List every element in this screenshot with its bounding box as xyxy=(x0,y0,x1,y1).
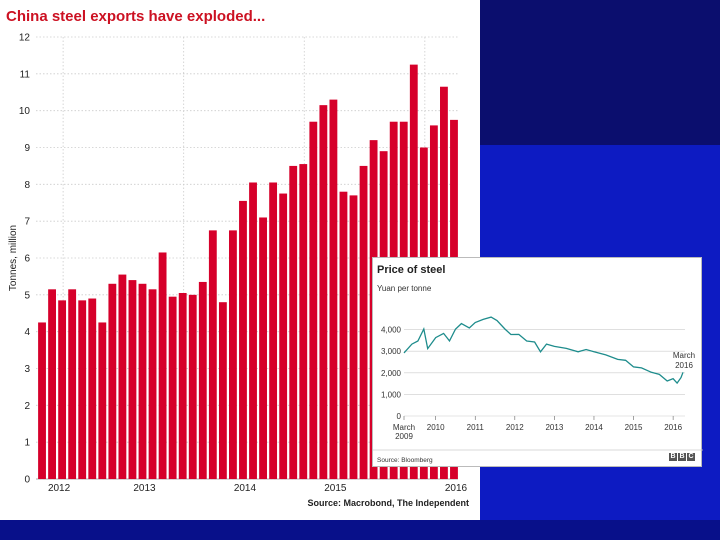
main-chart-ylabel: Tonnes, million xyxy=(8,225,19,291)
export-bar xyxy=(359,165,368,479)
export-bar xyxy=(218,302,227,479)
inset-xtick-label: 2012 xyxy=(506,423,524,432)
export-bar xyxy=(78,300,87,479)
export-bar xyxy=(88,298,97,479)
bbc-logo-b1: B xyxy=(669,453,677,461)
inset-xtick-label: 2011 xyxy=(467,423,485,432)
export-bar xyxy=(309,121,318,479)
inset-xtick-label: 2014 xyxy=(585,423,603,432)
export-bar xyxy=(168,296,177,479)
steel-price-chart: Price of steel Yuan per tonne 0 1,000 2,00… xyxy=(372,257,703,467)
main-chart-title: China steel exports have exploded... xyxy=(6,8,265,25)
export-bar xyxy=(329,99,338,479)
main-xtick-label: 2014 xyxy=(234,483,257,494)
main-ytick-label: 10 xyxy=(19,106,31,117)
inset-xtick-label: 2013 xyxy=(545,423,563,432)
export-bar xyxy=(58,300,67,479)
inset-chart-source: Source: Bloomberg xyxy=(377,457,433,464)
steel-price-chart-svg: Price of steel Yuan per tonne 0 1,000 2,00… xyxy=(373,264,703,464)
main-xtick-label: 2015 xyxy=(324,483,347,494)
bbc-logo-c: C xyxy=(687,453,695,461)
inset-annotation-line1: March xyxy=(673,351,695,360)
inset-xtick-label: 2015 xyxy=(625,423,643,432)
inset-xtick-label: 2016 xyxy=(664,423,682,432)
export-bar xyxy=(98,322,107,479)
main-ytick-label: 1 xyxy=(24,438,30,449)
export-bar xyxy=(48,289,56,479)
inset-ytick-label: 4,000 xyxy=(381,326,402,335)
export-bar xyxy=(339,191,348,479)
inset-ytick-label: 1,000 xyxy=(381,390,402,399)
export-bar xyxy=(229,230,237,479)
main-xtick-label: 2013 xyxy=(133,483,156,494)
main-ytick-label: 2 xyxy=(24,401,30,412)
bbc-logo-b2: B xyxy=(678,453,686,461)
export-bar xyxy=(138,283,147,479)
main-ytick-label: 6 xyxy=(24,254,30,265)
main-ytick-label: 5 xyxy=(24,290,30,301)
inset-xtick-label: March xyxy=(393,423,415,432)
export-bar xyxy=(148,289,157,479)
inset-ytick-label: 3,000 xyxy=(381,347,402,356)
inset-chart-subtitle: Yuan per tonne xyxy=(377,284,432,293)
export-bar xyxy=(349,195,358,479)
export-bar xyxy=(188,294,197,479)
main-ytick-label: 4 xyxy=(24,327,30,338)
export-bar xyxy=(108,283,117,479)
main-ytick-label: 3 xyxy=(24,364,30,375)
inset-annotation-line2: 2016 xyxy=(675,361,693,370)
export-bar xyxy=(299,164,308,479)
export-bar xyxy=(239,200,247,480)
main-chart-source: Source: Macrobond, The Independent xyxy=(307,498,469,508)
export-bar xyxy=(319,105,328,480)
inset-chart-title: Price of steel xyxy=(377,264,445,276)
inset-xtick-label: 2010 xyxy=(427,423,445,432)
export-bar xyxy=(158,252,167,479)
main-ytick-label: 0 xyxy=(24,475,30,486)
export-bar xyxy=(178,292,187,479)
main-xtick-label: 2016 xyxy=(445,483,468,494)
main-ytick-label: 9 xyxy=(24,143,30,154)
main-ytick-label: 8 xyxy=(24,180,30,191)
inset-ytick-label: 2,000 xyxy=(381,369,402,378)
main-ytick-label: 11 xyxy=(20,69,31,80)
bbc-logo: B B C xyxy=(669,453,695,461)
slide-bottom-band xyxy=(0,520,720,540)
steel-price-line xyxy=(403,316,684,385)
export-bar xyxy=(279,193,288,479)
inset-ytick-label: 0 xyxy=(397,412,402,421)
export-bar xyxy=(118,274,127,479)
export-bar xyxy=(269,182,278,479)
main-ytick-label: 7 xyxy=(24,217,30,228)
export-bar xyxy=(38,322,46,479)
export-bar xyxy=(68,289,77,479)
slide-background-dark-block xyxy=(480,0,720,145)
main-xtick-label: 2012 xyxy=(48,483,71,494)
export-bar xyxy=(249,182,257,479)
export-bar xyxy=(208,230,217,479)
inset-xtick-label: 2009 xyxy=(395,432,413,441)
export-bar xyxy=(198,281,207,479)
main-ytick-label: 12 xyxy=(19,33,31,44)
export-bar xyxy=(259,217,267,479)
export-bar xyxy=(289,165,298,479)
export-bar xyxy=(128,280,137,479)
